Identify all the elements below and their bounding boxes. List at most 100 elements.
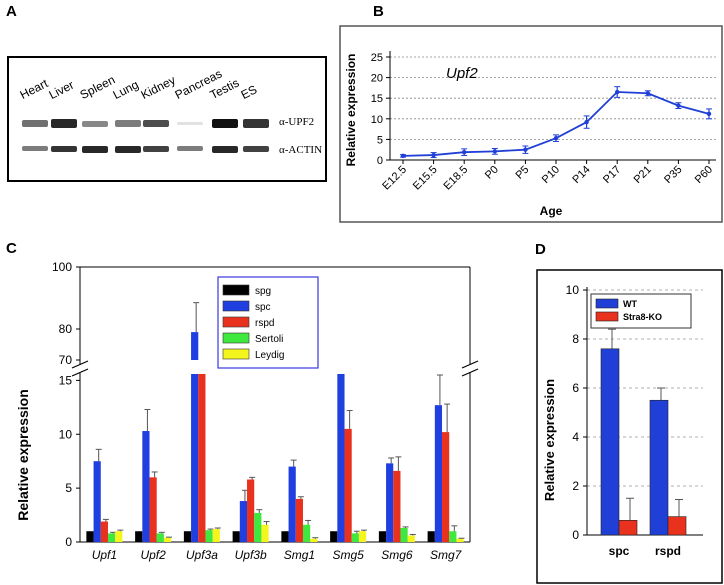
chart-b-ytick-label: 0 [377, 155, 383, 167]
chart-c-bar-spg [427, 531, 435, 542]
chart-c-bar-sertoli [254, 512, 262, 542]
chart-c-bar-sertoli [205, 530, 213, 542]
chart-d-bar-wt [600, 348, 620, 536]
chart-c-xtick-label: Smg5 [332, 548, 364, 562]
chart-c-bar-leydig [261, 524, 269, 542]
chart-b-ylabel: Relative expression [344, 54, 358, 167]
band-actin-lung [115, 146, 141, 153]
band-actin-es [243, 146, 269, 153]
chart-c-xtick-label: Upf3b [235, 548, 267, 562]
chart-b-xtick-label: P21 [632, 164, 654, 186]
chart-c-xtick-label: Smg1 [284, 548, 315, 562]
chart-c-ytick-label: 0 [65, 535, 72, 549]
chart-c-bar-rspd [149, 477, 157, 542]
chart-c-ylabel: Relative expression [15, 389, 31, 521]
chart-c-bar-rspd [295, 498, 303, 542]
chart-c-bar-spg [86, 531, 94, 542]
chart-b-xtick-label: E12.5 [380, 164, 409, 193]
panel-letter-a: A [6, 3, 17, 20]
chart-c-bar-rspd [344, 428, 352, 542]
chart-b-xtick-label: E18.5 [442, 164, 471, 193]
chart-c-bar-spg [183, 531, 192, 542]
western-blot-panel: Heart Liver Spleen Lung Kidney Pancreas Testis… [7, 56, 327, 182]
chart-b-point [553, 135, 559, 141]
chart-b-point [492, 149, 497, 154]
chart-c-bar-spc [434, 405, 443, 542]
chart-d-legend-label-stra8-ko: Stra8-KO [623, 312, 662, 322]
chart-d-legend-label-wt: WT [623, 299, 637, 309]
chart-c-xtick-label: Upf2 [140, 548, 166, 562]
chart-b-point [584, 119, 589, 125]
band-actin-pancreas [177, 146, 203, 152]
chart-c-bar-leydig [358, 531, 367, 542]
chart-c-xtick-label: Smg6 [381, 548, 413, 562]
chart-b-point [676, 103, 681, 108]
band-actin-spleen [82, 146, 108, 153]
band-upf2-liver [51, 119, 77, 128]
chart-d-legend-swatch-stra8-ko [595, 311, 619, 322]
panel-letter-b: B [373, 3, 384, 20]
chart-c-bar-spc [288, 466, 296, 542]
chart-b-ytick-label: 20 [371, 73, 383, 85]
band-label-upf2: α-UPF2 [279, 116, 315, 128]
chart-b-point [431, 152, 436, 158]
chart-c-ytick-label: 100 [52, 260, 72, 274]
chart-b-ytick-label: 5 [377, 134, 383, 146]
chart-c-xtick-label: Upf3a [186, 548, 218, 562]
chart-c-legend-label-spg: spg [255, 286, 271, 297]
band-upf2-spleen [82, 120, 108, 127]
band-actin-testis [212, 146, 238, 153]
chart-b-point [615, 89, 620, 95]
chart-d-xtick-label: spc [609, 544, 630, 558]
chart-d-bar-stra8-ko [618, 519, 638, 536]
chart-d-ytick-label: 10 [566, 283, 580, 297]
band-upf2-kidney [143, 119, 169, 128]
chart-c-bar-rspd [198, 374, 206, 542]
chart-d-ytick-label: 2 [572, 479, 579, 493]
chart-b-point [523, 147, 528, 152]
chart-d-ytick-label: 8 [572, 332, 579, 346]
chart-c-ytick-label: 70 [59, 353, 73, 367]
chart-c-bar-spg [232, 531, 240, 542]
chart-c-legend-label-rspd: rspd [255, 318, 274, 329]
chart-c-legend-label-sertoli: Sertoli [255, 334, 283, 345]
chart-b-point [400, 153, 406, 159]
band-upf2-testis [212, 119, 238, 128]
chart-c-legend-label-leydig: Leydig [255, 350, 284, 361]
chart-c-break-mark [461, 360, 479, 369]
chart-c-bar-rspd [393, 470, 401, 542]
chart-d-ylabel: Relative expression [542, 379, 557, 501]
chart-c-bar-spc-upper [191, 332, 199, 360]
chart-c-bar-leydig [456, 538, 464, 542]
chart-b-xtick-label: P0 [483, 164, 501, 182]
chart-b-frame [339, 25, 723, 223]
chart-c-bar-sertoli [400, 527, 408, 542]
band-upf2-heart [22, 120, 48, 127]
lane-label-liver: Liver [46, 77, 77, 102]
chart-c-bar-sertoli [107, 533, 116, 542]
chart-c-legend-swatch-spc [222, 300, 250, 312]
chart-c-bar-leydig [310, 538, 318, 542]
chart-c-bar-sertoli [449, 531, 457, 542]
lane-label-es: ES [238, 82, 260, 102]
chart-c-legend-swatch-leydig [222, 348, 250, 360]
chart-b-title: Upf2 [446, 65, 478, 82]
chart-c-bar-leydig [163, 537, 172, 542]
chart-c-bar-spg [135, 531, 143, 542]
chart-d-bar-wt [649, 399, 669, 536]
chart-c-bar-rspd [247, 479, 255, 542]
chart-c-bar-spg [281, 531, 289, 542]
chart-b-ytick-label: 10 [371, 114, 383, 126]
chart-c-bar-spc [386, 463, 394, 542]
chart-c-ytick-label: 5 [65, 481, 72, 495]
chart-d-bar-stra8-ko [667, 516, 687, 536]
chart-b-xtick-label: E15.5 [411, 164, 440, 193]
chart-d-ytick-label: 4 [572, 430, 579, 444]
chart-c-bar-sertoli [156, 533, 164, 542]
lane-label-heart: Heart [17, 76, 51, 102]
panel-letter-c: C [6, 240, 17, 257]
band-actin-liver [51, 146, 77, 153]
chart-c-legend-swatch-sertoli [222, 332, 250, 344]
chart-d-legend-swatch-wt [595, 298, 619, 309]
band-upf2-es [243, 119, 269, 128]
